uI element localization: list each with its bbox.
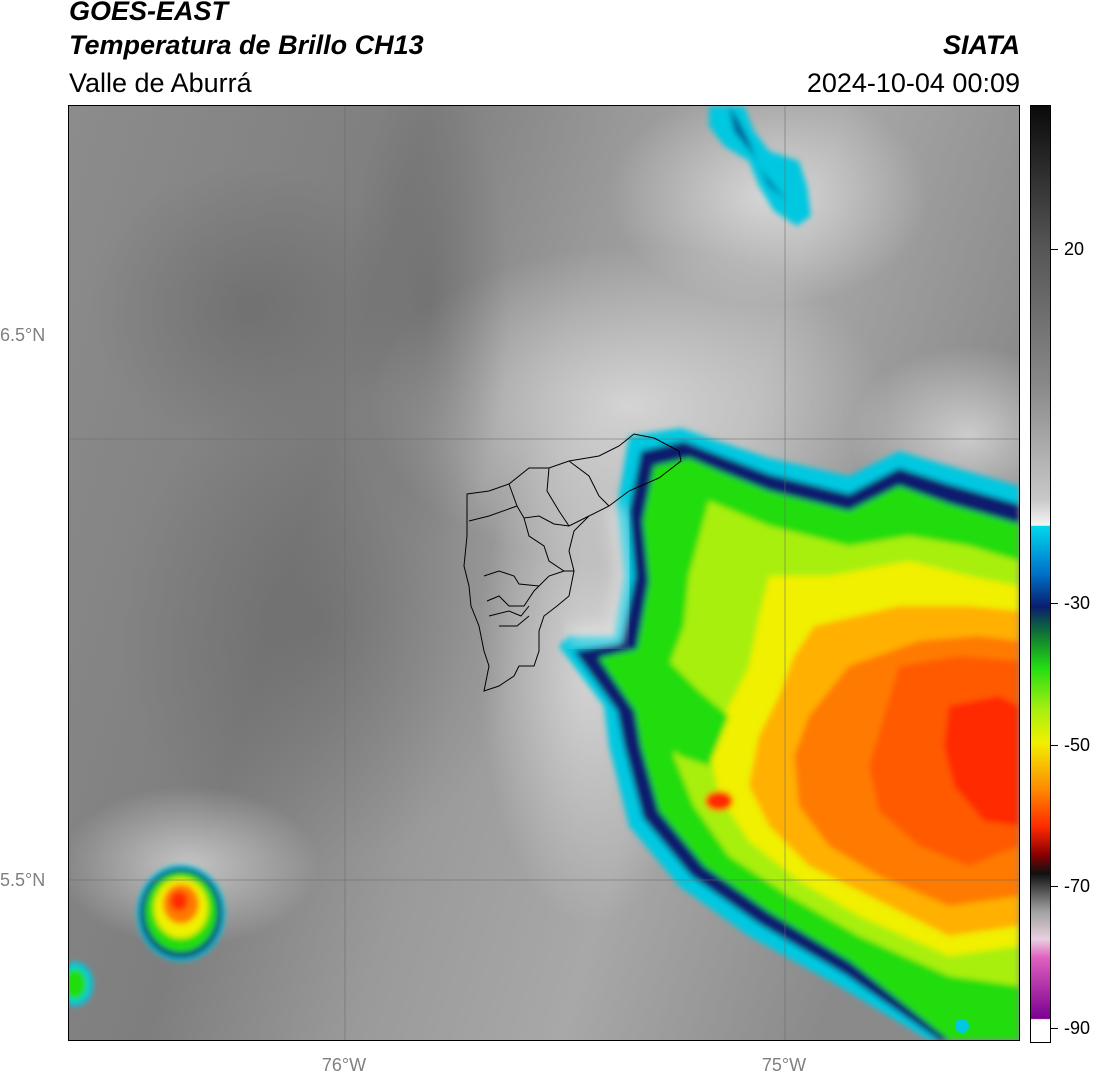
- colorbar-scale: [1031, 106, 1050, 1042]
- lon-label-75w: 75°W: [761, 1055, 807, 1075]
- colorbar-tick: [1050, 249, 1058, 250]
- colorbar-tick-label: -90: [1064, 1018, 1091, 1038]
- lat-label-6-5: 6.5°N: [0, 325, 46, 345]
- subtitle-region: Valle de Aburrá: [69, 68, 252, 98]
- colorbar-tick: [1050, 1028, 1058, 1029]
- title-satellite: GOES-EAST: [69, 0, 229, 26]
- colorbar-tick: [1050, 603, 1058, 604]
- colorbar-tick: [1050, 745, 1058, 746]
- lon-label-76w: 76°W: [321, 1055, 367, 1075]
- satellite-map[interactable]: [68, 105, 1020, 1041]
- title-product: Temperatura de Brillo CH13: [69, 30, 424, 60]
- lat-label-5-5: 5.5°N: [0, 870, 46, 890]
- map-canvas: [69, 106, 1019, 1040]
- colorbar-tick-label: -50: [1064, 735, 1091, 755]
- colorbar-tick: [1050, 886, 1058, 887]
- subtitle-datetime: 2024-10-04 00:09: [806, 68, 1020, 98]
- colorbar: [1030, 105, 1051, 1043]
- colorbar-tick-label: -70: [1064, 876, 1091, 896]
- colorbar-tick-label: -30: [1064, 593, 1091, 613]
- graticule: [69, 106, 1019, 1040]
- title-agency: SIATA: [943, 30, 1020, 60]
- municipal-boundaries: [463, 433, 682, 692]
- colorbar-tick-label: 20: [1064, 239, 1085, 259]
